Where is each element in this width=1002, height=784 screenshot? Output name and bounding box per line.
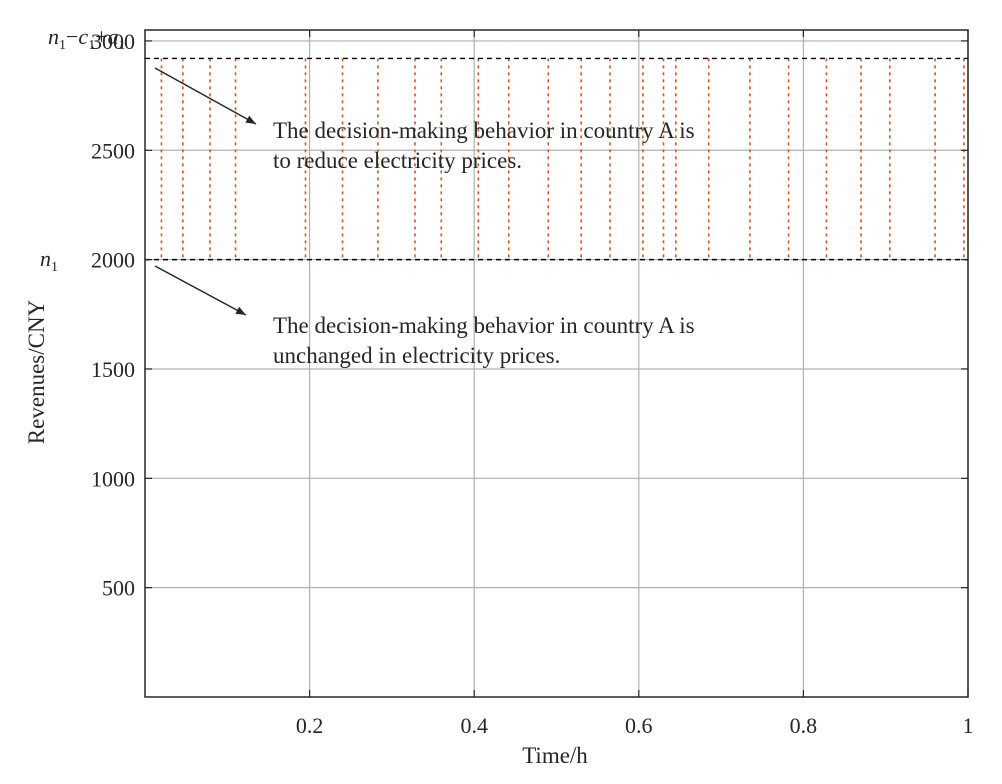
x-axis-label: Time/h: [522, 743, 588, 768]
ref-label-upper: n1−c1+a1: [48, 24, 126, 53]
annotation-lower-line-2: unchanged in electricity prices.: [273, 343, 560, 368]
y-tick-label-2: 1500: [91, 357, 135, 382]
x-tick-label-2: 0.6: [625, 713, 653, 738]
annotation-arrow-lower: [154, 265, 247, 316]
reference-lines: [145, 57, 968, 261]
y-tick-label-0: 500: [102, 576, 135, 601]
series-dotted-lines: [160, 58, 965, 260]
annotation-upper-line-2: to reduce electricity prices.: [273, 148, 522, 173]
y-tick-label-5: 3000: [91, 29, 135, 54]
y-tick-label-3: 2000: [91, 248, 135, 273]
y-tick-label-4: 2500: [91, 138, 135, 163]
y-axis-label: Revenues/CNY: [24, 299, 49, 444]
y-tick-label-1: 1000: [91, 466, 135, 491]
x-tick-label-1: 0.4: [460, 713, 488, 738]
x-tick-label-0: 0.2: [296, 713, 324, 738]
x-tick-label-3: 0.8: [790, 713, 818, 738]
annotation-lower-line-1: The decision-making behavior in country …: [273, 313, 695, 338]
x-tick-label-4: 1: [963, 713, 974, 738]
annotation-arrow-upper: [154, 67, 257, 125]
ref-label-lower: n1: [40, 246, 58, 275]
annotation-upper-line-1: The decision-making behavior in country …: [273, 118, 695, 143]
plot-area-frame: [144, 29, 969, 698]
